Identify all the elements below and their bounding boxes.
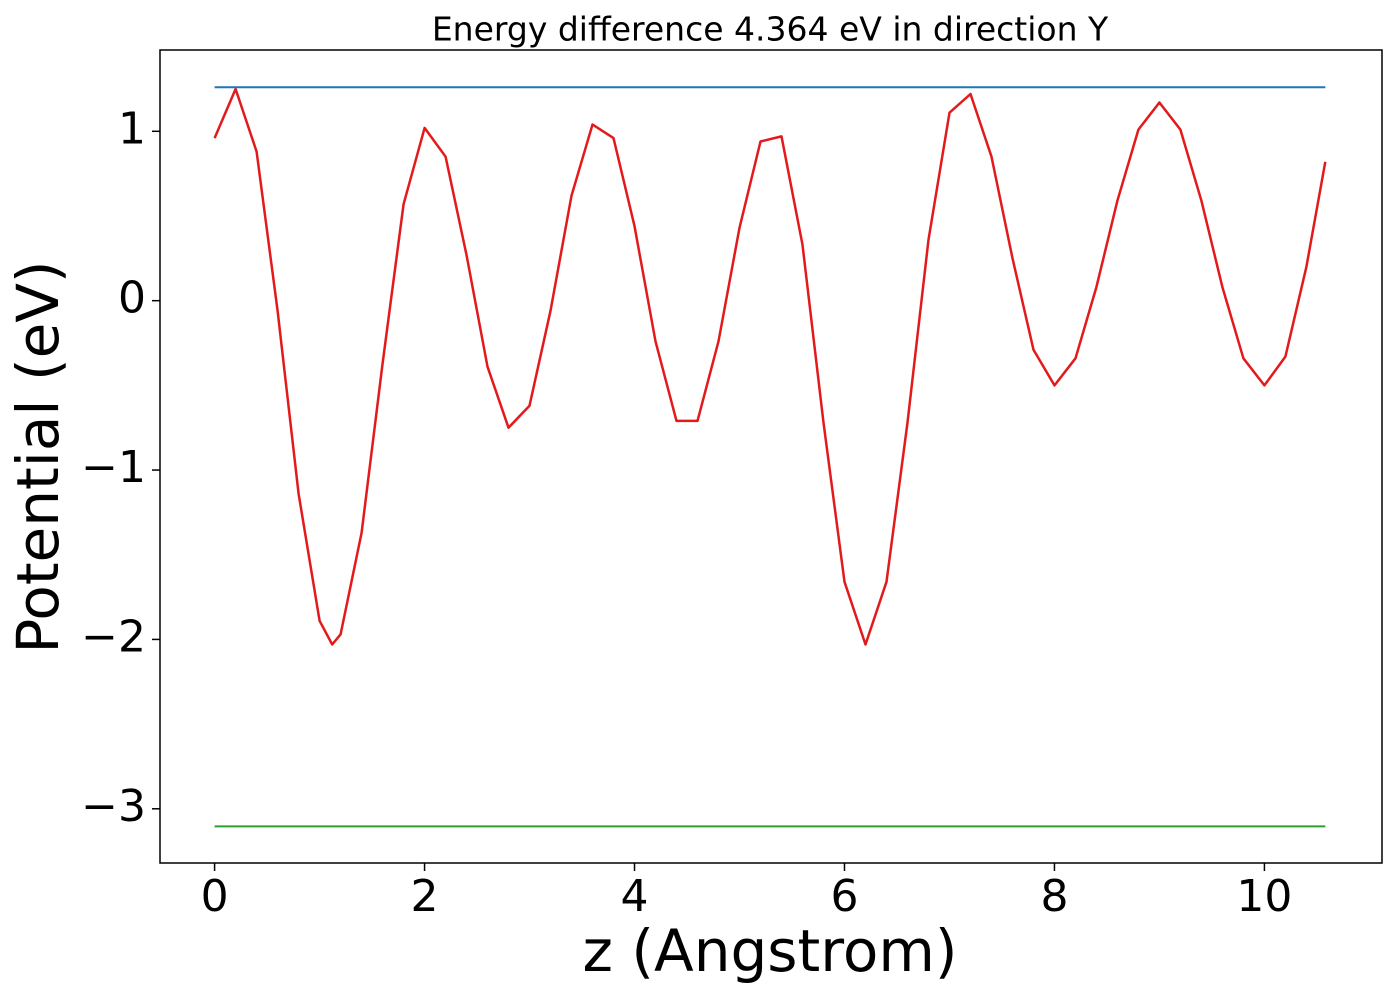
y-tick-label: −3 xyxy=(81,781,146,832)
x-axis-label: z (Angstrom) xyxy=(583,917,958,985)
chart-title: Energy difference 4.364 eV in direction … xyxy=(432,10,1109,49)
x-tick-label: 8 xyxy=(1040,871,1068,922)
y-tick-label: −2 xyxy=(81,611,146,662)
y-axis-label: Potential (eV) xyxy=(4,260,72,653)
x-tick-label: 2 xyxy=(411,871,439,922)
x-tick-label: 0 xyxy=(201,871,229,922)
x-tick-label: 4 xyxy=(621,871,649,922)
y-tick-label: 0 xyxy=(118,273,146,324)
plot-frame xyxy=(159,49,1383,864)
y-tick-label: 1 xyxy=(118,103,146,154)
x-tick-label: 10 xyxy=(1236,871,1292,922)
x-tick-label: 6 xyxy=(830,871,858,922)
y-tick-label: −1 xyxy=(81,442,146,493)
data-line xyxy=(213,87,1327,646)
